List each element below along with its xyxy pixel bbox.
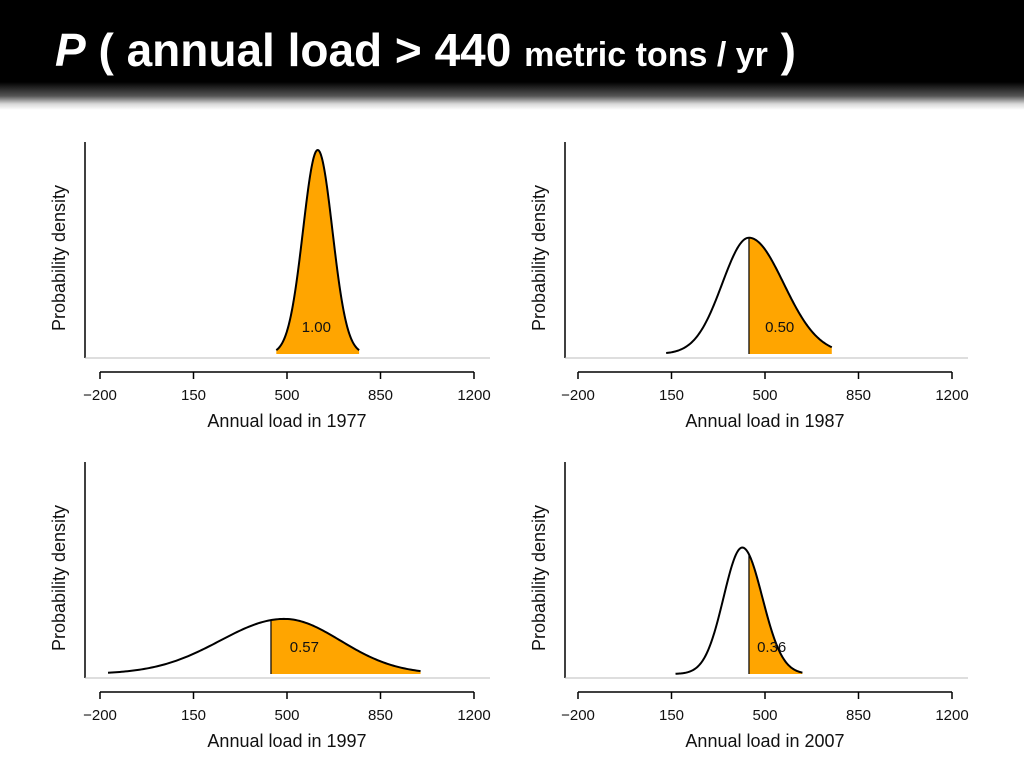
density-curve [275, 148, 360, 351]
x-axis-title: Annual load in 2007 [685, 731, 844, 751]
title-p: P [55, 24, 86, 76]
density-curve [675, 546, 803, 675]
x-tick-label: 850 [846, 707, 871, 724]
probability-label: 1.00 [302, 319, 331, 336]
y-axis-title: Probability density [49, 185, 69, 331]
title-unit: metric tons / yr [524, 36, 768, 74]
x-axis-title: Annual load in 1997 [207, 731, 366, 751]
x-tick-label: 1200 [457, 387, 490, 404]
x-tick-label: 850 [368, 387, 393, 404]
x-tick-label: 500 [274, 387, 299, 404]
x-tick-label: 500 [274, 707, 299, 724]
shaded-area [748, 237, 832, 354]
x-axis-title: Annual load in 1977 [207, 411, 366, 431]
x-tick-label: 850 [368, 707, 393, 724]
x-tick-label: 850 [846, 387, 871, 404]
shaded-area [748, 554, 803, 674]
y-axis-title: Probability density [529, 505, 549, 651]
y-axis-title: Probability density [529, 185, 549, 331]
x-tick-label: −200 [83, 387, 117, 404]
x-tick-label: 150 [181, 387, 206, 404]
x-tick-label: 1200 [935, 707, 968, 724]
slide-title: P ( annual load > 440 metric tons / yr ) [55, 20, 796, 92]
density-curve [107, 617, 421, 674]
title-bar: P ( annual load > 440 metric tons / yr ) [0, 0, 1024, 110]
x-tick-label: 150 [659, 707, 684, 724]
probability-label: 0.36 [757, 639, 786, 656]
chart-panel-4: −200 150 500 850 1200 Annual load in 2007 Prob… [529, 462, 969, 751]
x-tick-label: 1200 [935, 387, 968, 404]
x-axis-title: Annual load in 1987 [685, 411, 844, 431]
shaded-area [270, 618, 421, 674]
y-axis-title: Probability density [49, 505, 69, 651]
x-tick-label: −200 [561, 707, 595, 724]
chart-panel-3: −200 150 500 850 1200 Annual load in 1997 Prob… [49, 462, 491, 751]
chart-panel-1: −200 150 500 850 1200 Annual load in 1977 Prob… [49, 142, 491, 431]
probability-label: 0.57 [290, 639, 319, 656]
title-open: ( annual load > 440 [85, 24, 525, 76]
x-tick-label: 150 [181, 707, 206, 724]
x-tick-label: 150 [659, 387, 684, 404]
x-tick-label: 500 [752, 387, 777, 404]
x-tick-label: 1200 [457, 707, 490, 724]
chart-panel-2: −200 150 500 850 1200 Annual load in 1987 Prob… [529, 142, 969, 431]
x-tick-label: −200 [561, 387, 595, 404]
title-close: ) [767, 24, 796, 76]
shaded-area [276, 150, 360, 354]
x-tick-label: 500 [752, 707, 777, 724]
probability-label: 0.50 [765, 319, 794, 336]
x-tick-label: −200 [83, 707, 117, 724]
